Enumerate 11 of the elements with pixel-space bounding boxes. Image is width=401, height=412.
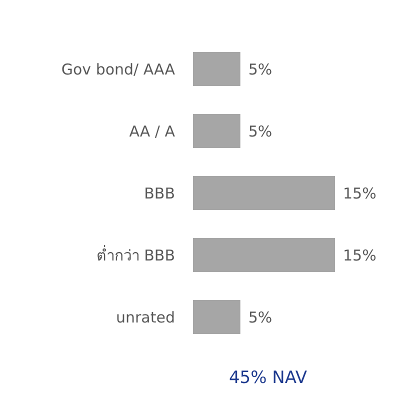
data-label: 5% xyxy=(248,308,272,326)
y-tick-label: Gov bond/ AAA xyxy=(61,60,176,78)
y-tick-label: BBB xyxy=(144,184,175,202)
data-label: 15% xyxy=(343,184,376,202)
data-label: 15% xyxy=(343,246,376,264)
y-tick-label: AA / A xyxy=(129,122,176,140)
y-tick-label: ต่ำกว่า BBB xyxy=(96,244,175,264)
text: 45% NAV xyxy=(228,368,308,388)
data-label: 5% xyxy=(248,122,272,140)
data-label: 5% xyxy=(248,60,272,78)
y-tick-label: unrated xyxy=(116,308,175,326)
